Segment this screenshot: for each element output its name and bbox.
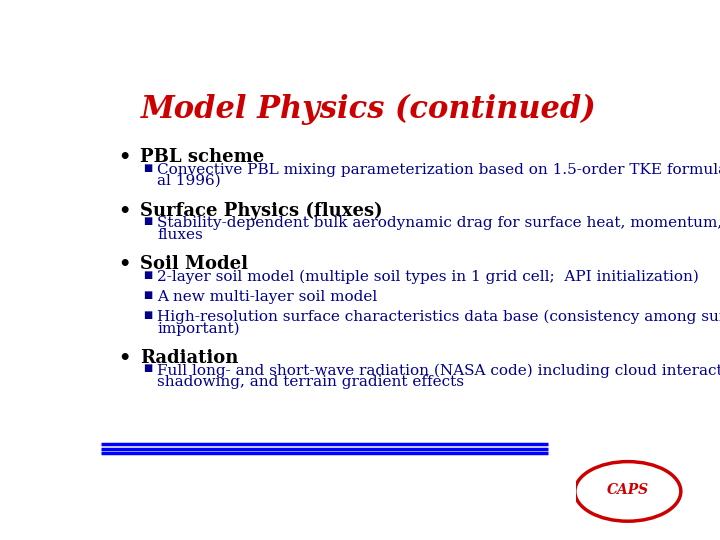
Text: Stability-dependent bulk aerodynamic drag for surface heat, momentum, and moistu: Stability-dependent bulk aerodynamic dra…: [157, 216, 720, 230]
Text: Radiation: Radiation: [140, 349, 238, 367]
Text: PBL scheme: PBL scheme: [140, 148, 264, 166]
Text: 2-layer soil model (multiple soil types in 1 grid cell;  API initialization): 2-layer soil model (multiple soil types …: [157, 270, 699, 284]
Text: •: •: [118, 201, 130, 221]
Text: ■: ■: [143, 216, 152, 226]
Text: Full long- and short-wave radiation (NASA code) including cloud interactions, cl: Full long- and short-wave radiation (NAS…: [157, 363, 720, 378]
Text: •: •: [118, 148, 130, 167]
Text: fluxes: fluxes: [157, 228, 203, 242]
Text: ■: ■: [143, 310, 152, 320]
Text: shadowing, and terrain gradient effects: shadowing, and terrain gradient effects: [157, 375, 464, 389]
Text: al 1996): al 1996): [157, 174, 221, 188]
Text: CAPS: CAPS: [607, 483, 649, 497]
Text: High-resolution surface characteristics data base (consistency among surface fie: High-resolution surface characteristics …: [157, 310, 720, 324]
Text: ■: ■: [143, 290, 152, 300]
Text: Soil Model: Soil Model: [140, 255, 248, 273]
Text: ■: ■: [143, 163, 152, 172]
Text: •: •: [118, 349, 130, 368]
Text: A new multi-layer soil model: A new multi-layer soil model: [157, 290, 377, 303]
Text: •: •: [118, 255, 130, 274]
Text: ■: ■: [143, 363, 152, 373]
Text: Model Physics (continued): Model Physics (continued): [141, 94, 597, 125]
Text: Surface Physics (fluxes): Surface Physics (fluxes): [140, 201, 383, 220]
Text: ■: ■: [143, 270, 152, 280]
Text: important): important): [157, 321, 240, 336]
Text: Convective PBL mixing parameterization based on 1.5-order TKE formulation (Xue e: Convective PBL mixing parameterization b…: [157, 163, 720, 177]
